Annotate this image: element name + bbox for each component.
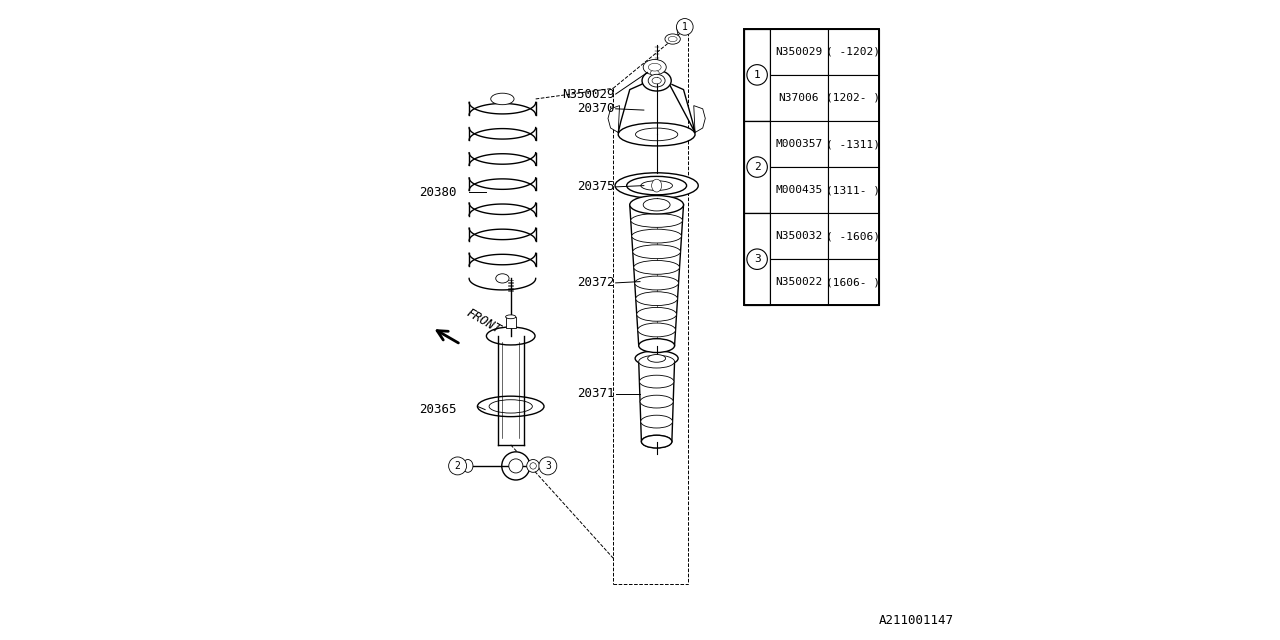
Ellipse shape xyxy=(649,63,662,71)
Text: 20370: 20370 xyxy=(577,102,614,115)
Ellipse shape xyxy=(635,351,678,366)
Circle shape xyxy=(748,157,768,177)
Ellipse shape xyxy=(643,198,671,211)
Ellipse shape xyxy=(527,460,540,472)
Ellipse shape xyxy=(486,327,535,345)
Bar xyxy=(745,29,771,121)
Circle shape xyxy=(539,457,557,475)
Ellipse shape xyxy=(632,229,681,243)
Ellipse shape xyxy=(639,355,675,368)
Text: N350022: N350022 xyxy=(776,277,822,287)
Polygon shape xyxy=(608,106,620,132)
Text: 3: 3 xyxy=(545,461,550,471)
Text: ( -1202): ( -1202) xyxy=(826,47,881,57)
Bar xyxy=(828,259,878,305)
Text: ( -1311): ( -1311) xyxy=(826,139,881,149)
Text: M000435: M000435 xyxy=(776,185,822,195)
Ellipse shape xyxy=(641,435,672,448)
Text: 20375: 20375 xyxy=(577,180,614,193)
Text: 2: 2 xyxy=(454,461,461,471)
Ellipse shape xyxy=(641,180,672,191)
Ellipse shape xyxy=(502,452,530,480)
Ellipse shape xyxy=(643,70,671,91)
Bar xyxy=(771,75,828,121)
Circle shape xyxy=(676,19,694,35)
Ellipse shape xyxy=(640,375,673,388)
Text: N350029: N350029 xyxy=(776,47,822,57)
Circle shape xyxy=(748,65,768,85)
Bar xyxy=(771,213,828,259)
Circle shape xyxy=(449,457,467,475)
Ellipse shape xyxy=(652,179,662,192)
Text: N350032: N350032 xyxy=(776,231,822,241)
Text: A211001147: A211001147 xyxy=(878,614,954,627)
Ellipse shape xyxy=(630,196,684,214)
Polygon shape xyxy=(618,77,695,132)
Ellipse shape xyxy=(637,323,676,337)
Text: 20372: 20372 xyxy=(577,276,614,289)
Ellipse shape xyxy=(634,260,680,275)
Ellipse shape xyxy=(648,74,666,87)
Text: 3: 3 xyxy=(754,254,760,264)
Text: 2: 2 xyxy=(754,162,760,172)
Ellipse shape xyxy=(618,123,695,146)
Text: N37006: N37006 xyxy=(778,93,819,103)
Ellipse shape xyxy=(614,173,699,198)
Ellipse shape xyxy=(635,276,678,290)
Text: (1606- ): (1606- ) xyxy=(826,277,881,287)
Circle shape xyxy=(748,249,768,269)
Text: M000357: M000357 xyxy=(776,139,822,149)
Bar xyxy=(828,121,878,167)
Ellipse shape xyxy=(490,93,515,105)
Ellipse shape xyxy=(463,460,474,472)
Text: 20365: 20365 xyxy=(419,403,457,416)
Bar xyxy=(828,213,878,259)
Polygon shape xyxy=(630,205,684,346)
Ellipse shape xyxy=(652,77,662,84)
Polygon shape xyxy=(506,317,516,328)
Ellipse shape xyxy=(477,396,544,417)
Text: 1: 1 xyxy=(754,70,760,80)
Ellipse shape xyxy=(632,245,681,259)
Bar xyxy=(745,29,879,305)
Bar xyxy=(771,29,828,75)
Ellipse shape xyxy=(530,463,536,469)
Bar xyxy=(771,259,828,305)
Ellipse shape xyxy=(495,274,509,283)
Bar xyxy=(745,121,771,213)
Bar xyxy=(828,75,878,121)
Ellipse shape xyxy=(639,339,675,353)
Ellipse shape xyxy=(668,36,677,42)
Bar xyxy=(828,167,878,213)
Ellipse shape xyxy=(648,355,666,362)
Ellipse shape xyxy=(489,400,532,413)
Ellipse shape xyxy=(641,435,672,448)
Text: ( -1606): ( -1606) xyxy=(826,231,881,241)
Bar xyxy=(771,121,828,167)
Ellipse shape xyxy=(635,128,678,141)
Text: 20380: 20380 xyxy=(419,186,457,198)
Ellipse shape xyxy=(644,60,667,75)
Text: 20371: 20371 xyxy=(577,387,614,400)
Ellipse shape xyxy=(650,70,659,76)
Ellipse shape xyxy=(666,34,681,44)
Bar xyxy=(828,29,878,75)
Bar xyxy=(771,167,828,213)
Polygon shape xyxy=(694,106,705,132)
Text: FRONT: FRONT xyxy=(465,307,503,337)
Ellipse shape xyxy=(631,214,682,227)
Ellipse shape xyxy=(627,177,686,195)
Ellipse shape xyxy=(636,292,677,305)
Text: (1202- ): (1202- ) xyxy=(826,93,881,103)
Bar xyxy=(745,213,771,305)
Ellipse shape xyxy=(506,315,516,319)
Ellipse shape xyxy=(509,459,524,473)
Text: N350029: N350029 xyxy=(562,88,614,100)
Ellipse shape xyxy=(640,395,673,408)
Text: (1311- ): (1311- ) xyxy=(826,185,881,195)
Ellipse shape xyxy=(636,307,677,321)
Ellipse shape xyxy=(641,415,672,428)
Text: 1: 1 xyxy=(682,22,687,32)
